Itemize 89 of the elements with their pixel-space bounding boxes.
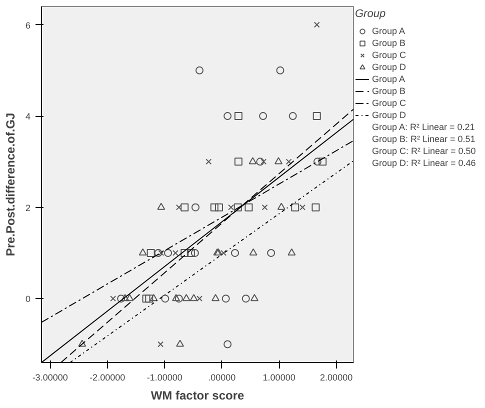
point [212, 294, 220, 302]
point [138, 248, 147, 256]
point [234, 112, 242, 120]
point [228, 204, 234, 210]
point [288, 248, 296, 256]
point [313, 158, 322, 166]
point [262, 204, 268, 210]
point [157, 202, 166, 210]
x-tick-label: -1.00000 [146, 372, 182, 382]
text: Group B: R² Linear = 0.51 [372, 134, 476, 144]
point [126, 294, 134, 302]
legend-label: Group A [372, 74, 406, 84]
legend-label: Group B [372, 38, 406, 48]
point [196, 66, 204, 74]
point [274, 157, 283, 164]
point [259, 112, 268, 120]
point [230, 248, 239, 257]
point [256, 158, 264, 166]
point [250, 294, 258, 302]
point [277, 202, 286, 210]
point [161, 294, 170, 303]
point [220, 250, 227, 256]
point [110, 296, 116, 302]
point [145, 294, 154, 303]
point [222, 294, 230, 303]
point [142, 294, 150, 303]
point [186, 248, 195, 257]
legend-label: Group A [372, 26, 406, 36]
point [190, 248, 199, 257]
point [182, 294, 190, 302]
legend-label: Group B [372, 86, 406, 96]
legend-label: Group D [372, 62, 406, 72]
point [291, 203, 300, 212]
point [288, 112, 297, 120]
point [180, 248, 189, 257]
point [196, 296, 202, 302]
point [210, 203, 218, 212]
y-tick-label: 4 [25, 112, 31, 122]
point [249, 248, 258, 256]
point [300, 204, 306, 210]
point [154, 248, 162, 257]
point [158, 250, 164, 256]
point [190, 294, 198, 302]
x-tick-label: -2.00000 [90, 372, 126, 382]
point [242, 294, 250, 303]
x-tick-label: 1.00000 [262, 372, 296, 382]
point [260, 158, 267, 165]
point [214, 203, 223, 212]
text: Group A: R² Linear = 0.21 [372, 122, 475, 132]
point [318, 158, 327, 166]
point [224, 112, 232, 120]
y-axis-title: Pre.Post.difference.of.GJ [3, 112, 18, 256]
point [267, 248, 276, 257]
point [312, 112, 321, 120]
y-tick-label: 6 [25, 20, 31, 30]
x-tick-label: .00000 [208, 372, 236, 382]
point [117, 294, 126, 303]
point [312, 203, 320, 212]
legend-label: Group C [372, 50, 406, 60]
point [150, 294, 158, 302]
point [176, 340, 184, 347]
legend-label: Group D [372, 110, 406, 120]
point [121, 294, 130, 302]
point [191, 203, 200, 212]
point [172, 294, 180, 302]
point [206, 158, 212, 165]
point [234, 158, 242, 166]
point [158, 341, 164, 348]
x-axis-title: WM factor score [150, 388, 244, 402]
point [180, 203, 189, 212]
text: Group C: R² Linear = 0.50 [372, 146, 476, 156]
point [314, 22, 320, 28]
point [174, 294, 183, 303]
x-tick-label: -3.00000 [32, 372, 68, 382]
point [224, 340, 232, 348]
point [234, 203, 242, 212]
point [244, 203, 253, 212]
point [286, 158, 292, 165]
legend-title: Group [355, 8, 387, 20]
x-tick-label: 2.00000 [320, 372, 353, 382]
y-tick-label: 2 [25, 202, 31, 213]
legend-label: Group C [372, 98, 406, 108]
point [146, 248, 155, 257]
text: Group D: R² Linear = 0.46 [372, 158, 476, 168]
point [78, 340, 86, 347]
point [276, 66, 284, 74]
point [176, 204, 182, 210]
y-tick-label: 0 [25, 294, 31, 304]
point [248, 157, 257, 164]
